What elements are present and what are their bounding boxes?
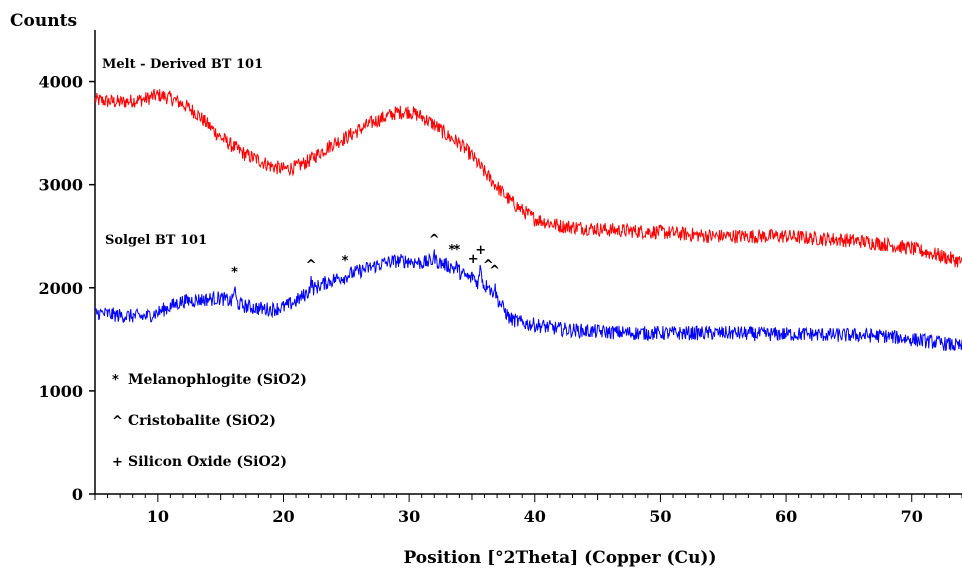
x-tick-label: 70 [901, 507, 923, 526]
x-axis-title: Position [°2Theta] (Copper (Cu)) [403, 548, 716, 568]
x-tick-label: 20 [272, 507, 294, 526]
peak-marker: * [342, 254, 349, 269]
legend-marker-silicon-oxide: + [112, 455, 123, 470]
x-tick-label: 30 [398, 507, 420, 526]
series-layer [94, 88, 962, 352]
peak-marker: * [231, 265, 238, 280]
y-tick-label: 0 [72, 485, 83, 504]
melt-series-label: Melt - Derived BT 101 [102, 57, 263, 72]
legend: * Melanophlogite (SiO2) ^ Cristobalite (… [112, 372, 307, 470]
y-tick-label: 3000 [38, 176, 83, 195]
peak-marker: + [475, 243, 486, 258]
x-ticks: 10 20 30 40 50 60 70 [94, 494, 962, 526]
solgel-series-line [94, 249, 962, 352]
peak-marker: + [468, 252, 479, 267]
x-tick-label: 10 [147, 507, 169, 526]
peak-marker: * [448, 243, 455, 258]
x-tick-label: 40 [524, 507, 546, 526]
peak-marker: ^ [489, 263, 500, 278]
peak-marker: * [453, 243, 460, 258]
y-axis-title: Counts [10, 11, 77, 31]
legend-label-melanophlogite: Melanophlogite (SiO2) [128, 372, 307, 388]
y-tick-label: 4000 [38, 73, 83, 92]
y-tick-label: 1000 [38, 382, 83, 401]
legend-marker-cristobalite: ^ [112, 414, 123, 429]
x-tick-label: 60 [775, 507, 797, 526]
x-tick-label: 50 [649, 507, 671, 526]
solgel-series-label: Solgel BT 101 [105, 233, 207, 248]
legend-label-silicon-oxide: Silicon Oxide (SiO2) [128, 454, 287, 470]
legend-label-cristobalite: Cristobalite (SiO2) [128, 413, 276, 429]
legend-marker-melanophlogite: * [112, 373, 119, 388]
y-tick-label: 2000 [38, 279, 83, 298]
peak-marker: ^ [429, 232, 440, 247]
peak-marker: ^ [306, 258, 317, 273]
peak-markers: * ^ *^**++^^ [231, 232, 500, 280]
melt-series-line [94, 88, 962, 268]
peak-marker: ^ [483, 258, 494, 273]
y-ticks: 0 1000 2000 3000 4000 [38, 73, 95, 504]
